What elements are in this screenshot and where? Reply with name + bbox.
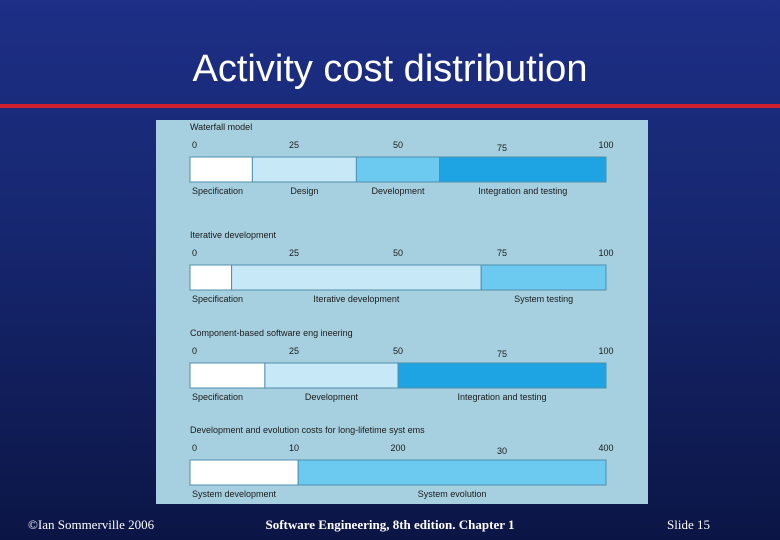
chart-3-segment-label: Specification bbox=[192, 392, 243, 402]
chart-2-tick-label: 25 bbox=[289, 248, 299, 258]
chart-1-tick-label: 100 bbox=[598, 140, 613, 150]
chart-3-tick-label: 0 bbox=[192, 346, 197, 356]
chart-1-segment-bar bbox=[355, 156, 441, 183]
chart-3-title: Component-based software eng ineering bbox=[190, 328, 353, 338]
chart-1-segment-bar bbox=[189, 156, 253, 183]
chart-2-title: Iterative development bbox=[190, 230, 277, 240]
chart-4-tick-label: 30 bbox=[497, 446, 507, 456]
chart-1-segment-label: Design bbox=[290, 186, 318, 196]
chart-4-tick-label: 400 bbox=[598, 443, 613, 453]
chart-1-segment-bar bbox=[439, 156, 607, 183]
chart-1-title: Waterfall model bbox=[190, 122, 252, 132]
chart-3-tick-label: 100 bbox=[598, 346, 613, 356]
chart-1-segment-label: Development bbox=[371, 186, 425, 196]
chart-2-segment-bar bbox=[480, 264, 607, 291]
chart-2-segment-label: Iterative development bbox=[313, 294, 400, 304]
chart-3-segment-label: Integration and testing bbox=[457, 392, 546, 402]
footer-book-title: Software Engineering, 8th edition. Chapt… bbox=[265, 517, 515, 532]
chart-4-tick-label: 200 bbox=[390, 443, 405, 453]
chart-2-segment-label: Specification bbox=[192, 294, 243, 304]
chart-3-tick-label: 50 bbox=[393, 346, 403, 356]
chart-1-tick-label: 0 bbox=[192, 140, 197, 150]
title-underline bbox=[0, 104, 780, 108]
footer-copyright: ©Ian Sommerville 2006 bbox=[28, 517, 155, 532]
chart-3-segment-label: Development bbox=[305, 392, 359, 402]
chart-3-segment-bar bbox=[189, 362, 266, 389]
cost-distribution-figure: Waterfall model 0 25 50 75 100 Specification De… bbox=[156, 120, 648, 504]
chart-4-segment-label: System development bbox=[192, 489, 277, 499]
chart-3-segment-bar bbox=[397, 362, 607, 389]
chart-2-tick-label: 50 bbox=[393, 248, 403, 258]
chart-2-segment-bar bbox=[189, 264, 233, 291]
chart-4-segment-label: System evolution bbox=[418, 489, 487, 499]
chart-1-segment-bar bbox=[251, 156, 357, 183]
chart-4-title: Development and evolution costs for long… bbox=[190, 425, 425, 435]
chart-3-tick-label: 75 bbox=[497, 349, 507, 359]
chart-2-tick-label: 75 bbox=[497, 248, 507, 258]
chart-2-tick-label: 100 bbox=[598, 248, 613, 258]
chart-1-segment-label: Specification bbox=[192, 186, 243, 196]
chart-4-tick-label: 10 bbox=[289, 443, 299, 453]
chart-2-segment-bar bbox=[231, 264, 482, 291]
chart-4-segment-bar bbox=[189, 459, 299, 486]
chart-3-tick-label: 25 bbox=[289, 346, 299, 356]
chart-1-tick-label: 25 bbox=[289, 140, 299, 150]
chart-1-segment-label: Integration and testing bbox=[478, 186, 567, 196]
footer-slide-number: Slide 15 bbox=[667, 517, 710, 532]
chart-2-tick-label: 0 bbox=[192, 248, 197, 258]
slide-title: Activity cost distribution bbox=[192, 48, 588, 90]
chart-3-segment-bar bbox=[264, 362, 399, 389]
chart-1-tick-label: 50 bbox=[393, 140, 403, 150]
chart-2-segment-label: System testing bbox=[514, 294, 573, 304]
chart-1-tick-label: 75 bbox=[497, 143, 507, 153]
chart-4-tick-label: 0 bbox=[192, 443, 197, 453]
chart-4-segment-bar bbox=[297, 459, 607, 486]
